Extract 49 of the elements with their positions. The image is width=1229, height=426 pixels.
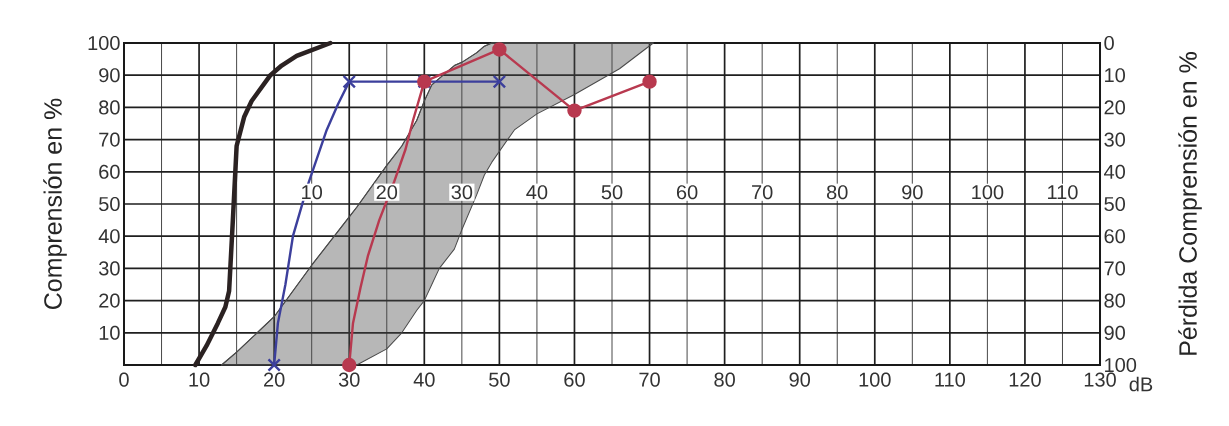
y2-tick-label: 20: [1104, 100, 1126, 115]
y-tick-label: 80: [99, 100, 120, 115]
x2-tick-label: 110: [1048, 185, 1078, 200]
y-tick-label: 20: [99, 293, 120, 308]
x-tick-label: 110: [935, 372, 966, 387]
y2-tick-label: 100: [1105, 357, 1137, 373]
y2-tick-label: 50: [1104, 196, 1126, 212]
x2-tick-label: 100: [972, 185, 1004, 200]
y2-tick-label: 60: [1104, 229, 1126, 244]
x-tick-label: 90: [789, 372, 811, 387]
x-tick-label: 20: [264, 372, 285, 387]
y-tick-label: 40: [98, 229, 120, 244]
x2-tick-label: 60: [676, 185, 698, 200]
y2-tick-label: 10: [1105, 68, 1126, 83]
x-tick-label: 60: [564, 372, 585, 387]
x-tick-label: 80: [714, 372, 735, 387]
x-tick-label: 100: [859, 372, 891, 387]
y2-tick-label: 70: [1104, 261, 1126, 276]
y-axis-title: Comprensión en %: [43, 98, 67, 310]
x2-tick-label: 50: [601, 185, 623, 200]
x-tick-label: 50: [489, 372, 510, 387]
x2-tick-label: 70: [752, 185, 773, 200]
y-tick-label: 10: [99, 325, 120, 340]
x-tick-label: 30: [338, 372, 360, 387]
y2-tick-label: 0: [1104, 35, 1114, 51]
y-tick-label: 50: [99, 196, 120, 212]
x-tick-label: 130: [1084, 372, 1116, 387]
x-tick-label: 40: [413, 372, 435, 387]
x2-tick-label: 90: [902, 185, 923, 200]
y2-tick-label: 30: [1104, 132, 1126, 147]
x2-tick-label: 10: [302, 185, 323, 200]
y-tick-label: 90: [99, 68, 120, 83]
y-tick-label: 100: [88, 35, 120, 51]
y-tick-label: 60: [99, 164, 120, 179]
x2-tick-label: 20: [376, 185, 398, 200]
x-tick-label: 0: [119, 372, 129, 387]
x-tick-label: 70: [639, 372, 660, 387]
y2-tick-label: 90: [1104, 325, 1126, 340]
x2-tick-label: 30: [451, 185, 473, 200]
y2-tick-label: 80: [1104, 293, 1126, 308]
x-axis-title: dB: [1129, 376, 1153, 392]
x2-tick-label: 80: [826, 185, 848, 200]
y2-tick-label: 40: [1104, 164, 1126, 179]
x-tick-label: 10: [189, 372, 210, 387]
y-tick-label: 30: [98, 261, 120, 276]
y2-axis-title: Pérdida Comprensión en %: [1178, 52, 1202, 355]
x-tick-label: 120: [1009, 372, 1041, 387]
x2-tick-label: 40: [526, 185, 548, 200]
y-tick-label: 70: [99, 132, 120, 147]
